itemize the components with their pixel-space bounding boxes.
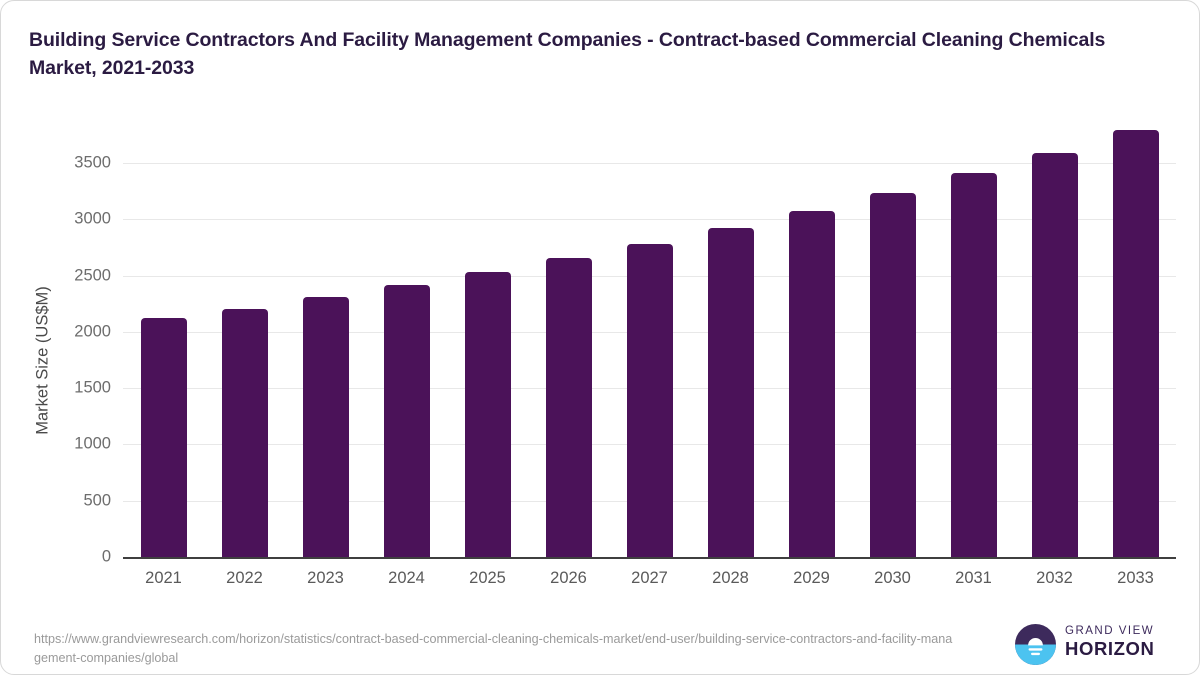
- y-axis-tick-label: 500: [83, 491, 111, 510]
- bar-2024[interactable]: [383, 285, 430, 557]
- bar-2029[interactable]: [788, 211, 835, 557]
- bar-2022[interactable]: [221, 308, 268, 557]
- bar-2028[interactable]: [707, 227, 754, 557]
- bar-2031[interactable]: [950, 173, 997, 557]
- y-axis-tick-label: 3500: [74, 153, 111, 172]
- x-axis-tick-label-2030: 2030: [874, 569, 911, 587]
- y-axis-tick-label: 2500: [74, 266, 111, 285]
- x-axis-tick-label-2022: 2022: [226, 569, 263, 587]
- x-axis-tick-label-2025: 2025: [469, 569, 506, 587]
- x-axis-tick-label-2028: 2028: [712, 569, 749, 587]
- bar-2021[interactable]: [140, 318, 187, 557]
- gridline: [123, 163, 1176, 164]
- bar-2033[interactable]: [1112, 130, 1159, 557]
- page-title: Building Service Contractors And Facilit…: [29, 29, 1106, 79]
- y-axis-tick-label: 1500: [74, 378, 111, 397]
- y-axis-tick-label: 1000: [74, 434, 111, 453]
- y-axis-title: Market Size (US$M): [33, 286, 52, 435]
- x-axis-tick-label-2032: 2032: [1036, 569, 1073, 587]
- bar-2025[interactable]: [464, 271, 511, 557]
- bar-2027[interactable]: [626, 243, 673, 557]
- source-url[interactable]: https://www.grandviewresearch.com/horizo…: [34, 632, 953, 666]
- gridline: [123, 219, 1176, 221]
- bar-2032[interactable]: [1031, 152, 1078, 557]
- x-axis-tick-label-2027: 2027: [631, 569, 668, 587]
- x-axis-tick-label-2021: 2021: [145, 569, 182, 587]
- y-axis-tick-label: 3000: [74, 209, 111, 228]
- bar-2030[interactable]: [869, 193, 916, 557]
- y-axis-tick-label: 2000: [74, 322, 111, 341]
- x-axis-tick-label-2024: 2024: [388, 569, 425, 587]
- x-axis-tick-label-2029: 2029: [793, 569, 830, 587]
- grand-view-horizon-logo[interactable]: GRAND VIEW HORIZON: [1015, 621, 1175, 667]
- bar-2026[interactable]: [545, 258, 592, 557]
- x-axis-line: [123, 557, 1176, 559]
- x-axis-tick-label-2026: 2026: [550, 569, 587, 587]
- y-axis-tick-label: 0: [101, 547, 111, 566]
- logo-text-grand-view: GRAND VIEW: [1065, 625, 1155, 637]
- logo-wordmark: GRAND VIEW HORIZON: [1065, 625, 1155, 660]
- x-axis-tick-label-2023: 2023: [307, 569, 344, 587]
- logo-text-horizon: HORIZON: [1065, 638, 1155, 659]
- x-axis-tick-label-2031: 2031: [955, 569, 992, 587]
- x-axis-tick-label-2033: 2033: [1117, 569, 1154, 587]
- horizon-sun-icon: [1015, 624, 1056, 665]
- bar-2023[interactable]: [302, 296, 349, 557]
